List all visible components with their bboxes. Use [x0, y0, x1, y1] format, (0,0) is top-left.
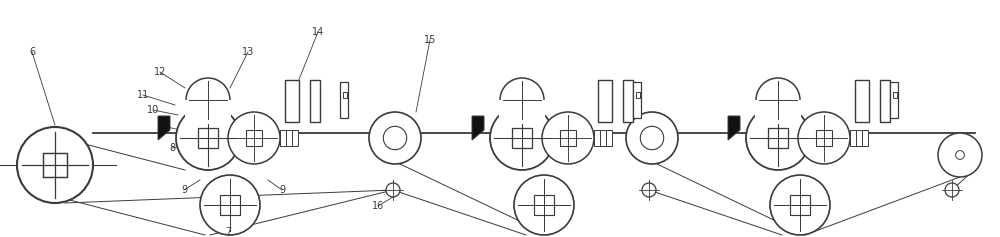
- Bar: [560, 130, 576, 146]
- Bar: [310, 80, 320, 122]
- Bar: [280, 130, 292, 146]
- Text: 9: 9: [279, 185, 285, 195]
- Bar: [636, 92, 640, 98]
- Bar: [598, 80, 612, 122]
- Bar: [499, 100, 545, 124]
- Polygon shape: [158, 116, 170, 140]
- Bar: [606, 130, 612, 146]
- Circle shape: [17, 127, 93, 203]
- Text: 16: 16: [372, 201, 384, 211]
- Circle shape: [642, 183, 656, 197]
- Text: 14: 14: [312, 27, 324, 37]
- Circle shape: [945, 183, 959, 197]
- Circle shape: [798, 112, 850, 164]
- Bar: [43, 153, 67, 177]
- Text: 11: 11: [137, 90, 149, 100]
- Bar: [286, 130, 294, 146]
- Circle shape: [369, 112, 421, 164]
- Bar: [633, 82, 641, 118]
- Circle shape: [938, 133, 982, 177]
- Circle shape: [176, 106, 240, 170]
- Bar: [880, 80, 890, 122]
- Bar: [600, 130, 608, 146]
- Circle shape: [770, 175, 830, 235]
- Bar: [220, 195, 240, 214]
- Polygon shape: [728, 116, 740, 140]
- Bar: [343, 92, 347, 98]
- Bar: [790, 195, 810, 214]
- Circle shape: [186, 78, 230, 122]
- Circle shape: [228, 112, 280, 164]
- Circle shape: [756, 78, 800, 122]
- Text: 8: 8: [169, 143, 175, 153]
- Text: 15: 15: [424, 35, 436, 45]
- Circle shape: [746, 106, 810, 170]
- Circle shape: [626, 112, 678, 164]
- Bar: [292, 130, 298, 146]
- Bar: [856, 130, 864, 146]
- Bar: [855, 80, 869, 122]
- Text: 9: 9: [181, 185, 187, 195]
- Text: 13: 13: [242, 47, 254, 57]
- Text: 12: 12: [154, 67, 166, 77]
- Bar: [890, 82, 898, 118]
- Bar: [246, 130, 262, 146]
- Circle shape: [200, 175, 260, 235]
- Bar: [623, 80, 633, 122]
- Bar: [893, 92, 897, 98]
- Circle shape: [514, 175, 574, 235]
- Bar: [198, 128, 218, 148]
- Polygon shape: [472, 116, 484, 140]
- Circle shape: [386, 183, 400, 197]
- Bar: [285, 80, 299, 122]
- Bar: [755, 100, 801, 124]
- Bar: [512, 128, 532, 148]
- Circle shape: [542, 112, 594, 164]
- Bar: [768, 128, 788, 148]
- Bar: [594, 130, 606, 146]
- Text: 7: 7: [225, 227, 231, 237]
- Bar: [862, 130, 868, 146]
- Bar: [340, 82, 348, 118]
- Circle shape: [500, 78, 544, 122]
- Bar: [534, 195, 554, 214]
- Text: 9: 9: [160, 121, 166, 131]
- Text: 10: 10: [147, 105, 159, 115]
- Bar: [185, 100, 231, 124]
- Bar: [816, 130, 832, 146]
- Bar: [850, 130, 862, 146]
- Circle shape: [490, 106, 554, 170]
- Text: 6: 6: [29, 47, 35, 57]
